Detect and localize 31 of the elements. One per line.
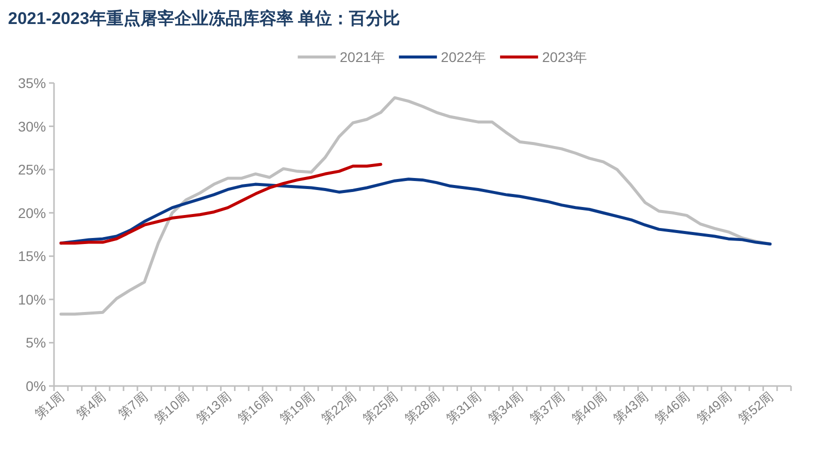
x-tick-label: 第52周 xyxy=(735,388,776,426)
x-tick-label: 第31周 xyxy=(443,388,484,426)
y-tick-label: 20% xyxy=(18,204,46,221)
x-tick-label: 第37周 xyxy=(526,388,568,426)
x-tick-label: 第4周 xyxy=(73,388,109,422)
legend-label: 2021年 xyxy=(340,49,385,65)
line-series xyxy=(59,162,382,245)
x-tick-label: 第46周 xyxy=(652,388,693,426)
line-series xyxy=(59,96,772,316)
y-tick-label: 0% xyxy=(26,378,46,394)
y-tick-label: 5% xyxy=(26,334,46,351)
x-tick-label: 第49周 xyxy=(694,388,734,426)
x-tick-label: 第16周 xyxy=(234,388,276,426)
x-tick-label: 第10周 xyxy=(151,388,192,426)
y-tick-label: 35% xyxy=(18,75,46,91)
legend-label: 2022年 xyxy=(440,49,486,65)
x-tick-label: 第34周 xyxy=(485,388,526,426)
x-tick-label: 第40周 xyxy=(568,388,610,426)
x-tick-label: 第25周 xyxy=(360,388,401,426)
y-tick-label: 10% xyxy=(18,291,46,308)
x-tick-label: 第7周 xyxy=(115,388,150,422)
x-tick-label: 第22周 xyxy=(318,388,359,426)
y-tick-label: 25% xyxy=(18,162,46,178)
legend-label: 2023年 xyxy=(542,49,588,65)
x-tick-label: 第43周 xyxy=(610,388,651,426)
x-tick-label: 第28周 xyxy=(402,388,442,426)
y-tick-label: 15% xyxy=(18,248,46,264)
chart-title: 2021-2023年重点屠宰企业冻品库容率 单位：百分比 xyxy=(8,9,400,28)
y-tick-label: 30% xyxy=(18,118,46,134)
x-tick-label: 第19周 xyxy=(276,388,318,426)
x-tick-label: 第13周 xyxy=(193,388,234,426)
